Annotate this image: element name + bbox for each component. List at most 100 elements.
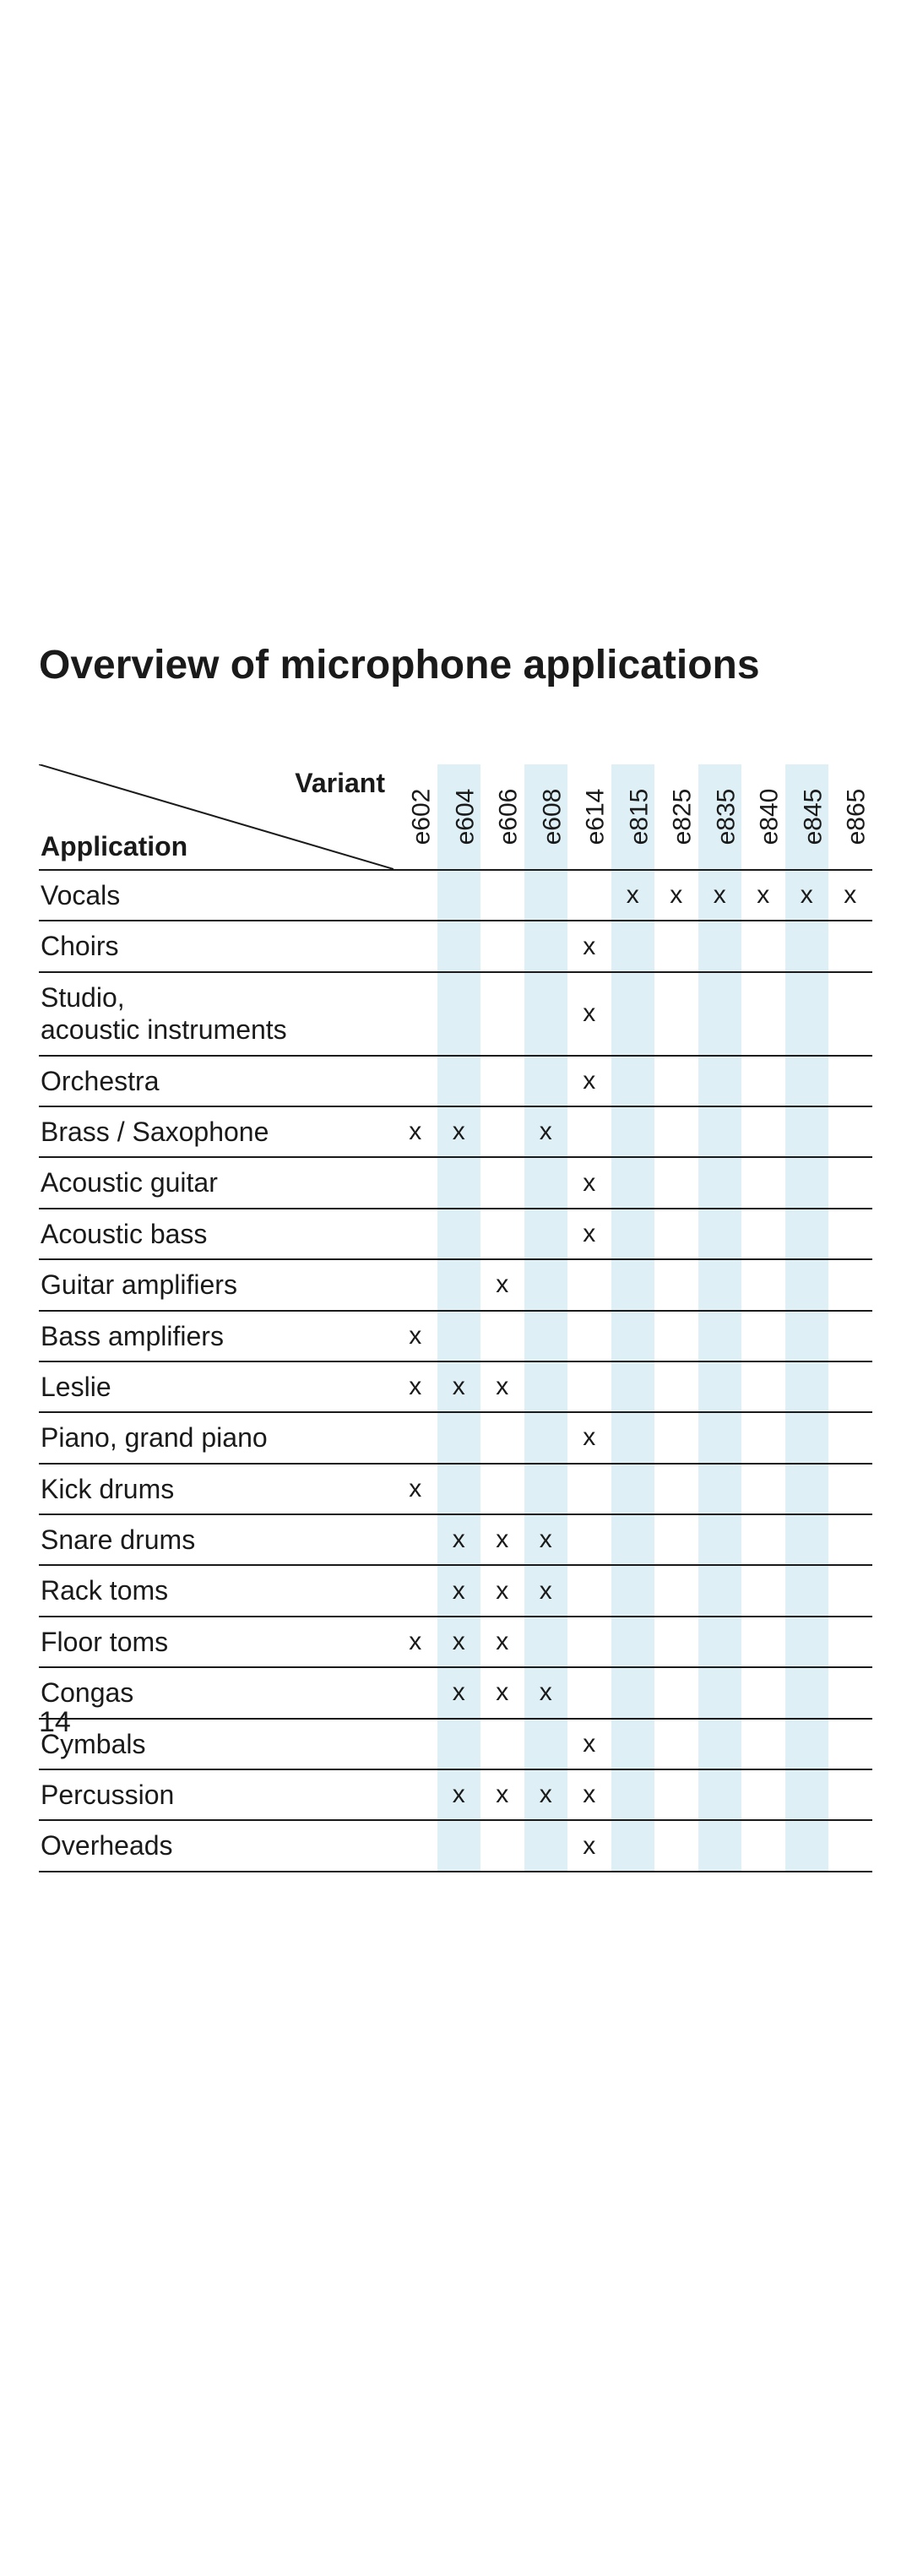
application-label: Vocals	[39, 870, 394, 921]
application-label: Choirs	[39, 921, 394, 971]
matrix-cell: x	[567, 1209, 611, 1259]
matrix-cell	[654, 1412, 698, 1463]
matrix-cell	[654, 1056, 698, 1106]
matrix-cell	[741, 1361, 785, 1412]
matrix-cell	[480, 1719, 524, 1769]
table-row: Piano, grand pianox	[39, 1412, 872, 1463]
table-row: Studio,acoustic instrumentsx	[39, 972, 872, 1056]
matrix-cell	[785, 1565, 829, 1616]
matrix-cell	[437, 972, 481, 1056]
matrix-cell	[828, 1464, 872, 1514]
variant-header-label: e825	[668, 789, 697, 845]
header-row: Variant Application e602e604e606e608e614…	[39, 764, 872, 870]
matrix-cell	[524, 1056, 568, 1106]
matrix-cell	[394, 1769, 437, 1820]
matrix-cell	[611, 1157, 655, 1208]
matrix-cell	[741, 1565, 785, 1616]
matrix-cell	[828, 1157, 872, 1208]
matrix-cell	[698, 1820, 742, 1871]
matrix-cell	[828, 1820, 872, 1871]
matrix-cell	[828, 1361, 872, 1412]
matrix-cell: x	[741, 870, 785, 921]
matrix-cell	[437, 921, 481, 971]
matrix-cell	[567, 870, 611, 921]
table-row: Lesliexxx	[39, 1361, 872, 1412]
matrix-cell	[611, 1106, 655, 1157]
variant-header: e604	[437, 764, 481, 870]
matrix-cell	[567, 1311, 611, 1361]
page-number: 14	[39, 1706, 71, 1739]
matrix-cell	[567, 1259, 611, 1310]
matrix-cell	[741, 1209, 785, 1259]
matrix-cell: x	[828, 870, 872, 921]
variant-header: e865	[828, 764, 872, 870]
matrix-cell	[828, 1769, 872, 1820]
variant-header-label: e606	[494, 789, 523, 845]
matrix-cell	[785, 1106, 829, 1157]
corner-header: Variant Application	[39, 764, 394, 870]
matrix-cell	[828, 1565, 872, 1616]
matrix-cell	[394, 972, 437, 1056]
matrix-cell	[394, 1565, 437, 1616]
matrix-cell	[524, 921, 568, 971]
matrix-cell	[437, 1719, 481, 1769]
variant-header-label: e604	[451, 789, 480, 845]
matrix-cell	[698, 1769, 742, 1820]
matrix-cell: x	[611, 870, 655, 921]
matrix-cell	[785, 1464, 829, 1514]
matrix-cell	[698, 1412, 742, 1463]
matrix-cell	[741, 1667, 785, 1718]
table-row: Choirsx	[39, 921, 872, 971]
matrix-cell	[567, 1565, 611, 1616]
matrix-cell	[698, 1617, 742, 1667]
matrix-cell	[698, 1259, 742, 1310]
matrix-cell	[567, 1617, 611, 1667]
matrix-cell	[828, 1667, 872, 1718]
matrix-cell	[524, 1719, 568, 1769]
matrix-cell	[654, 1820, 698, 1871]
matrix-cell	[828, 1056, 872, 1106]
matrix-cell: x	[437, 1667, 481, 1718]
application-label: Percussion	[39, 1769, 394, 1820]
matrix-cell	[654, 1209, 698, 1259]
matrix-cell	[611, 1311, 655, 1361]
application-label: Congas	[39, 1667, 394, 1718]
matrix-cell: x	[567, 972, 611, 1056]
application-axis-label: Application	[41, 831, 187, 862]
table-row: Rack tomsxxx	[39, 1565, 872, 1616]
matrix-cell: x	[524, 1514, 568, 1565]
matrix-cell	[611, 1565, 655, 1616]
application-label: Orchestra	[39, 1056, 394, 1106]
matrix-cell	[394, 921, 437, 971]
matrix-cell	[698, 1209, 742, 1259]
matrix-cell: x	[480, 1361, 524, 1412]
variant-header-label: e614	[581, 789, 610, 845]
matrix-cell	[394, 1157, 437, 1208]
matrix-cell	[785, 1719, 829, 1769]
matrix-cell	[437, 1157, 481, 1208]
matrix-cell: x	[480, 1514, 524, 1565]
matrix-cell	[785, 921, 829, 971]
matrix-cell	[741, 1464, 785, 1514]
matrix-cell	[785, 1617, 829, 1667]
matrix-cell	[437, 1056, 481, 1106]
application-label: Bass amplifiers	[39, 1311, 394, 1361]
matrix-cell	[741, 921, 785, 971]
matrix-cell: x	[567, 1769, 611, 1820]
matrix-cell	[654, 1259, 698, 1310]
variant-header: e845	[785, 764, 829, 870]
variant-header-label: e835	[712, 789, 741, 845]
table-row: Acoustic bassx	[39, 1209, 872, 1259]
matrix-cell	[785, 1311, 829, 1361]
application-label: Guitar amplifiers	[39, 1259, 394, 1310]
matrix-cell	[524, 1820, 568, 1871]
matrix-cell	[567, 1667, 611, 1718]
application-label: Cymbals	[39, 1719, 394, 1769]
matrix-cell	[654, 1106, 698, 1157]
table-row: Snare drumsxxx	[39, 1514, 872, 1565]
matrix-cell	[394, 1514, 437, 1565]
matrix-cell	[611, 1464, 655, 1514]
matrix-cell	[437, 1464, 481, 1514]
matrix-cell	[741, 1106, 785, 1157]
matrix-cell	[741, 1311, 785, 1361]
